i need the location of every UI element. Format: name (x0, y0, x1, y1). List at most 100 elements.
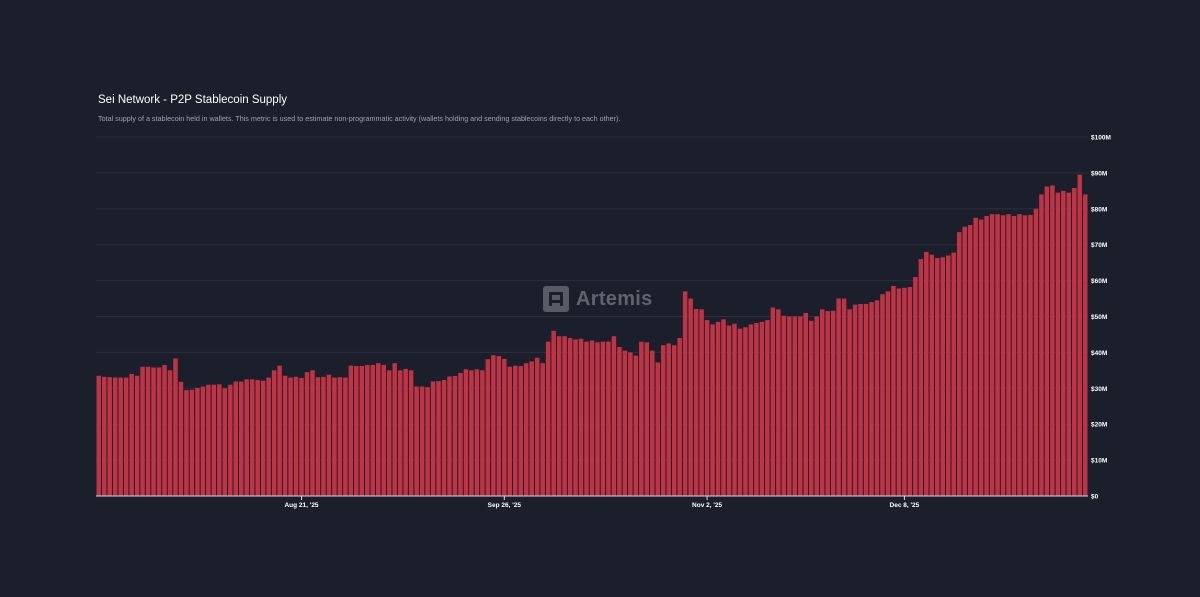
bar[interactable] (107, 377, 112, 496)
bar[interactable] (1039, 194, 1044, 496)
bar[interactable] (414, 386, 419, 497)
bar[interactable] (529, 361, 534, 497)
bar[interactable] (880, 294, 885, 496)
bar[interactable] (1061, 190, 1066, 496)
bar[interactable] (765, 320, 770, 496)
bar[interactable] (304, 372, 310, 496)
bar[interactable] (233, 381, 238, 496)
bar[interactable] (666, 343, 671, 496)
bar[interactable] (222, 388, 228, 496)
bar[interactable] (792, 316, 798, 497)
bar[interactable] (507, 366, 513, 496)
bar[interactable] (962, 226, 967, 496)
bar[interactable] (332, 377, 337, 496)
bar[interactable] (271, 370, 277, 496)
bar[interactable] (584, 341, 589, 496)
bar[interactable] (956, 232, 962, 496)
bar[interactable] (770, 307, 776, 496)
bar[interactable] (622, 350, 628, 496)
bar[interactable] (967, 224, 973, 496)
bar[interactable] (852, 304, 858, 496)
bar[interactable] (551, 330, 556, 496)
bar[interactable] (858, 303, 863, 496)
bar[interactable] (595, 342, 600, 496)
bar[interactable] (606, 341, 611, 496)
bar[interactable] (830, 310, 836, 496)
bar[interactable] (134, 375, 140, 496)
bar[interactable] (206, 384, 211, 496)
bar[interactable] (293, 376, 299, 496)
bar[interactable] (523, 363, 529, 496)
bar[interactable] (814, 316, 819, 497)
bar[interactable] (370, 364, 376, 496)
bar[interactable] (195, 387, 200, 496)
bar[interactable] (639, 341, 644, 496)
bar[interactable] (321, 376, 326, 496)
bar[interactable] (726, 325, 732, 496)
bar[interactable] (326, 374, 332, 496)
bar[interactable] (688, 298, 693, 496)
bar[interactable] (787, 316, 792, 497)
bar[interactable] (513, 365, 518, 496)
bar[interactable] (480, 370, 485, 496)
bar[interactable] (1044, 186, 1050, 497)
bar[interactable] (946, 255, 951, 496)
bar[interactable] (266, 377, 271, 496)
bar[interactable] (650, 350, 655, 496)
bar[interactable] (1055, 192, 1061, 496)
bar[interactable] (200, 386, 206, 497)
bar[interactable] (118, 377, 123, 496)
bar[interactable] (803, 312, 808, 496)
bar[interactable] (310, 370, 315, 496)
bar[interactable] (151, 367, 156, 496)
bar[interactable] (1033, 208, 1039, 497)
bar[interactable] (781, 315, 787, 496)
bar[interactable] (386, 370, 392, 496)
bar[interactable] (238, 381, 244, 496)
bar[interactable] (447, 376, 452, 496)
bar[interactable] (502, 358, 507, 496)
bar[interactable] (436, 381, 441, 496)
bar[interactable] (836, 298, 841, 496)
bar[interactable] (1006, 214, 1011, 496)
bar[interactable] (545, 341, 551, 496)
bar[interactable] (458, 372, 463, 496)
bar[interactable] (211, 384, 217, 496)
bar[interactable] (984, 215, 989, 497)
bar[interactable] (217, 384, 222, 496)
bar[interactable] (145, 366, 151, 496)
bar[interactable] (123, 377, 129, 496)
bar[interactable] (682, 291, 688, 496)
bar[interactable] (847, 309, 852, 496)
bar[interactable] (819, 309, 825, 496)
bar[interactable] (485, 359, 491, 496)
bar[interactable] (397, 370, 403, 496)
bar[interactable] (156, 367, 162, 496)
bar[interactable] (430, 381, 436, 496)
bar[interactable] (693, 308, 699, 496)
bar[interactable] (661, 345, 666, 496)
bar[interactable] (392, 363, 397, 496)
bar[interactable] (710, 324, 715, 496)
bar[interactable] (978, 219, 984, 496)
bar[interactable] (425, 387, 430, 496)
bar[interactable] (611, 336, 617, 496)
bar[interactable] (365, 364, 370, 496)
bar[interactable] (348, 365, 354, 496)
bar[interactable] (1000, 215, 1006, 496)
bar[interactable] (1022, 215, 1028, 496)
bar[interactable] (671, 345, 677, 496)
bar[interactable] (173, 358, 178, 497)
bar[interactable] (540, 363, 545, 496)
bar[interactable] (600, 341, 606, 496)
bar[interactable] (721, 319, 726, 496)
bar[interactable] (376, 363, 381, 496)
bar[interactable] (732, 323, 737, 496)
bar[interactable] (573, 339, 578, 496)
bar[interactable] (359, 366, 365, 496)
bar[interactable] (902, 287, 907, 496)
bar[interactable] (628, 352, 633, 496)
bar[interactable] (288, 377, 293, 496)
bar[interactable] (463, 369, 469, 496)
bar[interactable] (1077, 174, 1083, 496)
